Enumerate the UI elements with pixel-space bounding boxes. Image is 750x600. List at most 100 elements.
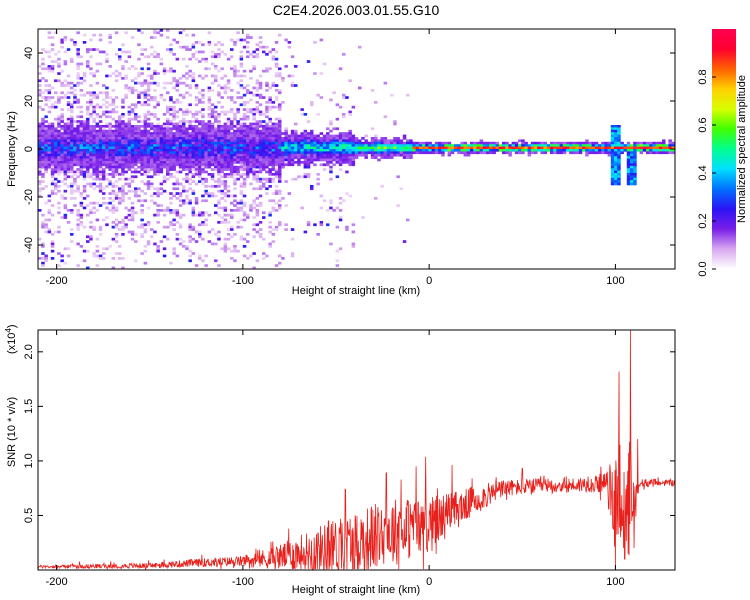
spectrogram-cell	[92, 72, 96, 75]
spectrogram-cell	[226, 175, 231, 179]
spectrogram-cell	[60, 194, 64, 198]
spectrogram-cell	[121, 77, 125, 80]
spectrogram-cell	[127, 151, 132, 155]
spectrogram-cell	[617, 139, 621, 143]
spectrogram-cell	[79, 120, 84, 123]
spectrogram-cell	[191, 132, 196, 135]
spectrogram-cell	[108, 122, 112, 126]
spectrogram-cell	[326, 127, 330, 131]
spectrogram-cell	[169, 127, 173, 131]
spectrogram-cell	[156, 163, 160, 167]
spectrogram-cell	[54, 170, 58, 174]
spectrogram-cell	[38, 257, 42, 260]
spectrogram-cell	[303, 129, 308, 133]
spectrogram-cell	[482, 144, 487, 147]
spectrogram-cell	[476, 146, 480, 150]
spectrogram-cell	[175, 41, 180, 44]
spectrogram-cell	[220, 221, 224, 224]
spectrogram-cell	[162, 132, 167, 135]
spectrogram-cell	[278, 261, 282, 265]
spectrogram-cell	[230, 249, 234, 253]
spectrogram-cell	[479, 139, 484, 143]
spectrogram-cell	[412, 141, 416, 145]
spectrogram-cell	[111, 175, 116, 179]
spectrogram-cell	[274, 168, 279, 171]
spectrogram-cell	[70, 122, 74, 126]
spectrogram-cell	[476, 141, 480, 145]
spectrogram-cell	[204, 180, 208, 183]
spectrogram-cell	[92, 74, 96, 78]
spectrogram-cell	[271, 137, 276, 140]
spectrogram-cell	[194, 41, 199, 44]
spectrogram-cell	[217, 177, 221, 181]
spectrogram-cell	[319, 221, 324, 224]
spectrogram-cell	[332, 153, 336, 157]
spectrogram-cell	[54, 161, 58, 164]
spectrogram-cell	[198, 173, 202, 176]
spectrogram-cell	[233, 233, 237, 236]
spectrogram-cell	[322, 141, 327, 145]
spectrogram-cell	[338, 197, 343, 200]
spectrogram-cell	[348, 158, 352, 162]
spectrogram-cell	[140, 129, 144, 133]
spectrogram-cell	[351, 149, 356, 152]
spectrogram-cell	[262, 132, 266, 135]
spectrogram-cell	[76, 149, 80, 152]
spectrogram-cell	[220, 146, 224, 150]
spectrogram-cell	[236, 96, 240, 99]
spectrogram-cell	[348, 153, 352, 157]
spectrogram-cell	[268, 146, 272, 150]
spectrogram-cell	[252, 168, 256, 171]
spectrogram-cell	[489, 144, 493, 147]
spectrogram-cell	[111, 117, 116, 121]
spectrogram-cell	[70, 228, 74, 231]
spectrogram-cell	[268, 101, 272, 104]
spectrogram-cell	[367, 146, 372, 150]
spectrogram-cell	[146, 134, 151, 138]
spectrogram-cell	[54, 105, 58, 109]
spectrogram-cell	[604, 144, 608, 147]
spectrogram-cell	[66, 221, 71, 224]
spectrogram-cell	[38, 173, 42, 176]
spectrogram-cell	[258, 187, 263, 191]
spectrogram-cell	[172, 110, 176, 114]
spectrogram-cell	[287, 137, 292, 140]
spectrogram-cell	[140, 144, 144, 147]
spectrogram-cell	[252, 163, 256, 167]
spectrogram-cell	[162, 163, 167, 167]
spectrogram-cell	[50, 103, 55, 107]
spectrogram-cell	[217, 158, 221, 162]
spectrogram-cell	[265, 137, 269, 140]
spectrogram-cell	[630, 156, 634, 159]
spectrogram-cell	[668, 144, 672, 147]
spectrogram-cell	[246, 115, 250, 119]
spectrogram-cell	[185, 149, 189, 152]
spectrogram-cell	[79, 105, 84, 109]
spectrogram-cell	[166, 81, 170, 85]
spectrogram-cell	[274, 156, 279, 159]
spectrogram-cell	[92, 110, 96, 114]
spectrogram-cell	[102, 161, 106, 164]
spectrogram-cell	[268, 161, 272, 164]
spectrogram-cell	[393, 144, 397, 147]
spectrogram-cell	[118, 245, 122, 248]
spectrogram-cell	[236, 91, 240, 95]
spectrogram-cell	[185, 194, 189, 198]
spectrogram-cell	[594, 144, 599, 147]
spectrogram-cell	[201, 50, 205, 54]
spectrogram-cell	[178, 141, 183, 145]
spectrogram-cell	[38, 122, 42, 126]
spectrogram-cell	[239, 168, 244, 171]
spectrogram-cell	[198, 168, 202, 171]
spectrogram-cell	[63, 84, 68, 87]
spectrogram-cell	[578, 146, 583, 150]
spectrogram-cell	[217, 134, 221, 138]
spectrogram-cell	[422, 149, 426, 152]
spectrogram-cell	[239, 127, 244, 131]
spectrogram-cell	[57, 201, 61, 205]
spectrogram-cell	[537, 146, 541, 150]
spectrogram-cell	[124, 141, 128, 145]
spectrogram-cell	[175, 221, 180, 224]
spectrogram-cell	[348, 129, 352, 133]
spectrogram-cell	[54, 139, 58, 143]
